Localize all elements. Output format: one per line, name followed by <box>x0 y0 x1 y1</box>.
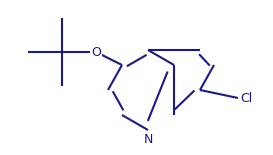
Text: O: O <box>91 46 101 58</box>
Text: N: N <box>143 133 153 146</box>
Text: Cl: Cl <box>240 91 252 104</box>
